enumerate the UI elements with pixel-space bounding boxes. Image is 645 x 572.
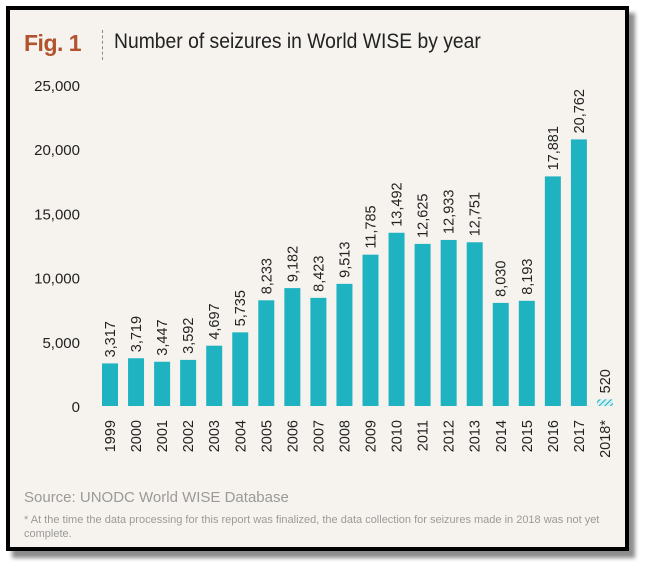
source-note: Source: UNODC World WISE Database xyxy=(24,489,289,506)
value-label: 4,697 xyxy=(207,303,223,339)
x-tick-label: 2007 xyxy=(311,420,327,452)
value-label: 12,751 xyxy=(468,192,484,236)
bar-2003 xyxy=(206,345,223,406)
bar-2011 xyxy=(414,243,431,406)
x-tick-label: 2013 xyxy=(468,420,484,452)
value-label: 8,423 xyxy=(311,256,327,292)
x-tick-label: 2000 xyxy=(129,420,145,452)
value-label: 20,762 xyxy=(572,89,588,133)
bar-2000 xyxy=(128,358,145,406)
bar-2007 xyxy=(310,297,327,406)
value-label: 3,447 xyxy=(155,319,171,355)
y-axis: 0 5,000 10,000 15,000 20,000 25,000 xyxy=(34,78,80,416)
y-tick-label: 20,000 xyxy=(34,142,80,159)
y-tick-label: 0 xyxy=(72,399,80,416)
value-label: 3,592 xyxy=(181,318,197,354)
bar-2014 xyxy=(492,302,509,406)
bar-2005 xyxy=(258,300,275,406)
x-axis-labels: 1999 2000 2001 2002 2003 2004 2005 2006 2007 2008… xyxy=(103,420,614,458)
value-label: 3,317 xyxy=(103,321,119,357)
bar-2016 xyxy=(544,176,561,406)
value-label: 9,182 xyxy=(285,246,301,282)
bar-2008 xyxy=(336,283,353,406)
x-tick-label: 2002 xyxy=(181,420,197,452)
value-label: 8,030 xyxy=(494,261,510,297)
x-tick-label: 2010 xyxy=(390,420,406,452)
x-tick-label: 2001 xyxy=(155,420,171,452)
value-label: 13,492 xyxy=(390,182,406,226)
x-tick-label: 2003 xyxy=(207,420,223,452)
bar-2006 xyxy=(284,288,301,406)
x-tick-label: 2006 xyxy=(285,420,301,452)
y-tick-label: 15,000 xyxy=(34,206,80,223)
figure-frame: Fig. 1 Number of seizures in World WISE … xyxy=(6,6,629,551)
chart-title: Number of seizures in World WISE by year xyxy=(114,30,481,53)
bar-2017 xyxy=(570,139,587,406)
bar-2009 xyxy=(362,254,379,406)
value-label: 8,233 xyxy=(259,258,275,294)
bar-1999 xyxy=(102,363,118,406)
x-tick-label: 2009 xyxy=(364,420,380,452)
value-label: 17,881 xyxy=(546,126,562,170)
footnote: * At the time the data processing for th… xyxy=(24,514,600,540)
x-tick-label: 2005 xyxy=(259,420,275,452)
value-label: 520 xyxy=(598,369,614,393)
title-divider xyxy=(102,30,103,60)
x-tick-label: 1999 xyxy=(103,420,119,452)
x-tick-label: 2008 xyxy=(337,420,353,452)
bar-2001 xyxy=(154,361,171,406)
y-tick-label: 5,000 xyxy=(42,335,80,352)
bar-chart: 0 5,000 10,000 15,000 20,000 25,000 3,317 3,71… xyxy=(34,78,614,458)
bar-2002 xyxy=(180,359,197,406)
value-label: 11,785 xyxy=(364,205,380,248)
bar-2015 xyxy=(518,300,535,406)
bar-2018 xyxy=(596,399,613,406)
x-tick-label: 2011 xyxy=(416,420,432,451)
x-tick-label: 2016 xyxy=(546,420,562,452)
value-labels: 3,317 3,719 3,447 3,592 4,697 5,735 8,233 9,182… xyxy=(103,89,614,393)
bars xyxy=(102,139,613,406)
value-label: 3,719 xyxy=(129,316,145,352)
bar-2013 xyxy=(466,242,483,406)
bar-2012 xyxy=(440,239,457,406)
value-label: 8,193 xyxy=(520,259,536,295)
bar-2010 xyxy=(388,232,405,406)
x-tick-label: 2004 xyxy=(233,420,249,452)
x-tick-label: 2017 xyxy=(572,420,588,452)
x-tick-label: 2015 xyxy=(520,420,536,452)
y-tick-label: 10,000 xyxy=(34,271,80,288)
figure-label: Fig. 1 xyxy=(24,30,82,56)
y-tick-label: 25,000 xyxy=(34,78,80,95)
value-label: 5,735 xyxy=(233,290,249,326)
value-label: 12,933 xyxy=(442,190,458,234)
bar-2004 xyxy=(232,332,249,406)
x-tick-label: 2018* xyxy=(598,420,614,458)
value-label: 12,625 xyxy=(416,194,432,238)
x-tick-label: 2012 xyxy=(442,420,458,452)
value-label: 9,513 xyxy=(337,242,353,278)
x-tick-label: 2014 xyxy=(494,420,510,452)
